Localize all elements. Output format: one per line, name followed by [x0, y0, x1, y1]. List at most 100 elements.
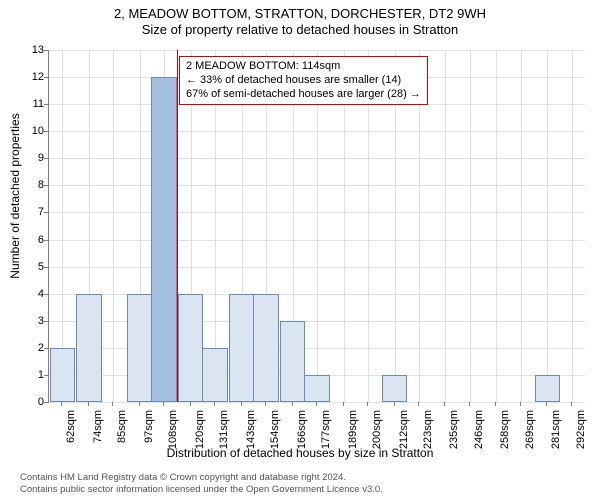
y-tick-label: 2 [14, 342, 44, 354]
footer-line-1: Contains HM Land Registry data © Crown c… [20, 472, 383, 484]
x-tick-mark [394, 402, 395, 406]
histogram-bar [127, 294, 152, 402]
chart-container: 2, MEADOW BOTTOM, STRATTON, DORCHESTER, … [0, 0, 600, 500]
y-tick-mark [44, 131, 48, 132]
histogram-bar [178, 294, 203, 402]
histogram-bar [76, 294, 101, 402]
x-tick-label: 74sqm [92, 410, 104, 454]
annotation-line-2: ← 33% of detached houses are smaller (14… [186, 74, 421, 88]
x-tick-mark [343, 402, 344, 406]
x-tick-mark [163, 402, 164, 406]
title-line-2: Size of property relative to detached ho… [0, 22, 600, 37]
histogram-bar [280, 321, 305, 402]
x-tick-label: 177sqm [320, 410, 332, 454]
y-tick-label: 10 [14, 125, 44, 137]
x-tick-mark [495, 402, 496, 406]
y-tick-label: 9 [14, 152, 44, 164]
x-tick-label: 212sqm [398, 410, 410, 454]
x-tick-label: 189sqm [347, 410, 359, 454]
x-tick-label: 200sqm [371, 410, 383, 454]
x-tick-mark [546, 402, 547, 406]
gridline-vertical [113, 50, 114, 402]
x-tick-mark [316, 402, 317, 406]
y-tick-mark [44, 50, 48, 51]
x-tick-mark [61, 402, 62, 406]
x-tick-label: 154sqm [269, 410, 281, 454]
y-tick-mark [44, 212, 48, 213]
y-tick-label: 11 [14, 98, 44, 110]
y-tick-label: 13 [14, 44, 44, 56]
histogram-bar [202, 348, 227, 402]
x-tick-label: 292sqm [575, 410, 587, 454]
histogram-bar [151, 77, 176, 402]
x-tick-mark [88, 402, 89, 406]
footer-line-2: Contains public sector information licen… [20, 484, 383, 496]
x-tick-mark [139, 402, 140, 406]
histogram-bar [304, 375, 329, 402]
gridline-horizontal [49, 402, 585, 403]
x-tick-label: 235sqm [448, 410, 460, 454]
title-line-1: 2, MEADOW BOTTOM, STRATTON, DORCHESTER, … [0, 6, 600, 21]
x-tick-label: 108sqm [167, 410, 179, 454]
gridline-vertical [470, 50, 471, 402]
y-tick-label: 5 [14, 261, 44, 273]
plot-area: 2 MEADOW BOTTOM: 114sqm ← 33% of detache… [48, 50, 585, 403]
x-tick-mark [367, 402, 368, 406]
y-tick-mark [44, 294, 48, 295]
x-tick-mark [241, 402, 242, 406]
histogram-bar [535, 375, 560, 402]
x-tick-mark [418, 402, 419, 406]
annotation-line-3: 67% of semi-detached houses are larger (… [186, 88, 421, 102]
y-tick-label: 12 [14, 71, 44, 83]
histogram-bar [50, 348, 75, 402]
x-tick-label: 143sqm [245, 410, 257, 454]
histogram-bar [253, 294, 278, 402]
y-tick-label: 0 [14, 396, 44, 408]
y-tick-mark [44, 240, 48, 241]
x-tick-label: 166sqm [296, 410, 308, 454]
x-tick-label: 258sqm [499, 410, 511, 454]
gridline-vertical [572, 50, 573, 402]
x-tick-label: 62sqm [65, 410, 77, 454]
x-tick-label: 85sqm [116, 410, 128, 454]
histogram-bar [382, 375, 407, 402]
x-tick-label: 97sqm [143, 410, 155, 454]
x-tick-mark [265, 402, 266, 406]
gridline-vertical [445, 50, 446, 402]
y-tick-mark [44, 185, 48, 186]
y-tick-label: 7 [14, 206, 44, 218]
gridline-vertical [496, 50, 497, 402]
x-tick-mark [214, 402, 215, 406]
x-tick-mark [292, 402, 293, 406]
y-tick-mark [44, 375, 48, 376]
annotation-box: 2 MEADOW BOTTOM: 114sqm ← 33% of detache… [179, 56, 428, 105]
y-tick-mark [44, 104, 48, 105]
y-tick-label: 8 [14, 179, 44, 191]
y-tick-mark [44, 267, 48, 268]
y-tick-label: 4 [14, 288, 44, 300]
histogram-bar [229, 294, 254, 402]
x-tick-label: 246sqm [473, 410, 485, 454]
x-tick-label: 131sqm [218, 410, 230, 454]
gridline-vertical [547, 50, 548, 402]
y-tick-label: 1 [14, 369, 44, 381]
y-tick-label: 3 [14, 315, 44, 327]
x-tick-mark [520, 402, 521, 406]
x-tick-label: 269sqm [524, 410, 536, 454]
y-axis-label: Number of detached properties [8, 46, 22, 346]
x-tick-mark [444, 402, 445, 406]
footer: Contains HM Land Registry data © Crown c… [20, 472, 383, 496]
y-tick-label: 6 [14, 234, 44, 246]
y-tick-mark [44, 158, 48, 159]
y-tick-mark [44, 348, 48, 349]
x-tick-label: 281sqm [550, 410, 562, 454]
x-tick-mark [469, 402, 470, 406]
x-tick-label: 223sqm [422, 410, 434, 454]
y-tick-mark [44, 77, 48, 78]
annotation-line-1: 2 MEADOW BOTTOM: 114sqm [186, 60, 421, 74]
x-tick-mark [190, 402, 191, 406]
y-tick-mark [44, 321, 48, 322]
y-tick-mark [44, 402, 48, 403]
x-tick-mark [112, 402, 113, 406]
x-tick-label: 120sqm [194, 410, 206, 454]
